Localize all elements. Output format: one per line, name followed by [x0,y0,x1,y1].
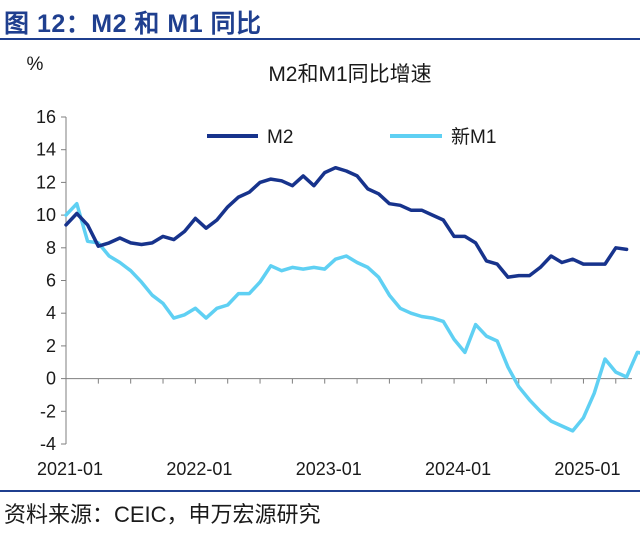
figure-header: 图 12：M2 和 M1 同比 [0,0,640,40]
y-tick-label: 0 [46,369,56,389]
x-tick-label: 2025-01 [554,459,620,479]
y-tick-label: -2 [40,401,56,421]
figure-title: 图 12：M2 和 M1 同比 [4,10,262,38]
series-line-m2 [64,165,629,279]
legend-label-m1: 新M1 [451,126,496,148]
x-axis: 2021-01 2022-01 2023-01 2024-01 2025-01 [37,378,632,479]
y-tick-label: 16 [36,107,56,127]
y-tick-label: 14 [36,140,56,160]
y-tick-label: 10 [36,205,56,225]
line-chart: M2和M1同比增速 % M2 新M1 16 14 12 10 8 6 4 2 0 -2 -4 202… [27,54,640,479]
y-axis-unit-label: % [27,54,44,75]
x-tick-label: 2021-01 [37,459,103,479]
y-tick-label: -4 [40,434,56,454]
y-tick-label: 12 [36,172,56,192]
x-tick-label: 2024-01 [425,459,491,479]
x-tick-label: 2023-01 [296,459,362,479]
series-layer [64,165,640,433]
footer-divider [0,490,640,492]
series-line-m1 [64,201,640,433]
chart-title: M2和M1同比增速 [268,63,431,86]
x-tick-label: 2022-01 [166,459,232,479]
y-tick-label: 6 [46,271,56,291]
y-tick-label: 2 [46,336,56,356]
figure-source: 资料来源：CEIC，申万宏源研究 [4,502,321,527]
chart-legend: M2 新M1 [207,126,496,148]
y-tick-label: 8 [46,238,56,258]
y-axis: 16 14 12 10 8 6 4 2 0 -2 -4 [36,107,67,454]
y-tick-label: 4 [46,303,56,323]
legend-label-m2: M2 [267,127,293,148]
header-divider [0,38,640,40]
